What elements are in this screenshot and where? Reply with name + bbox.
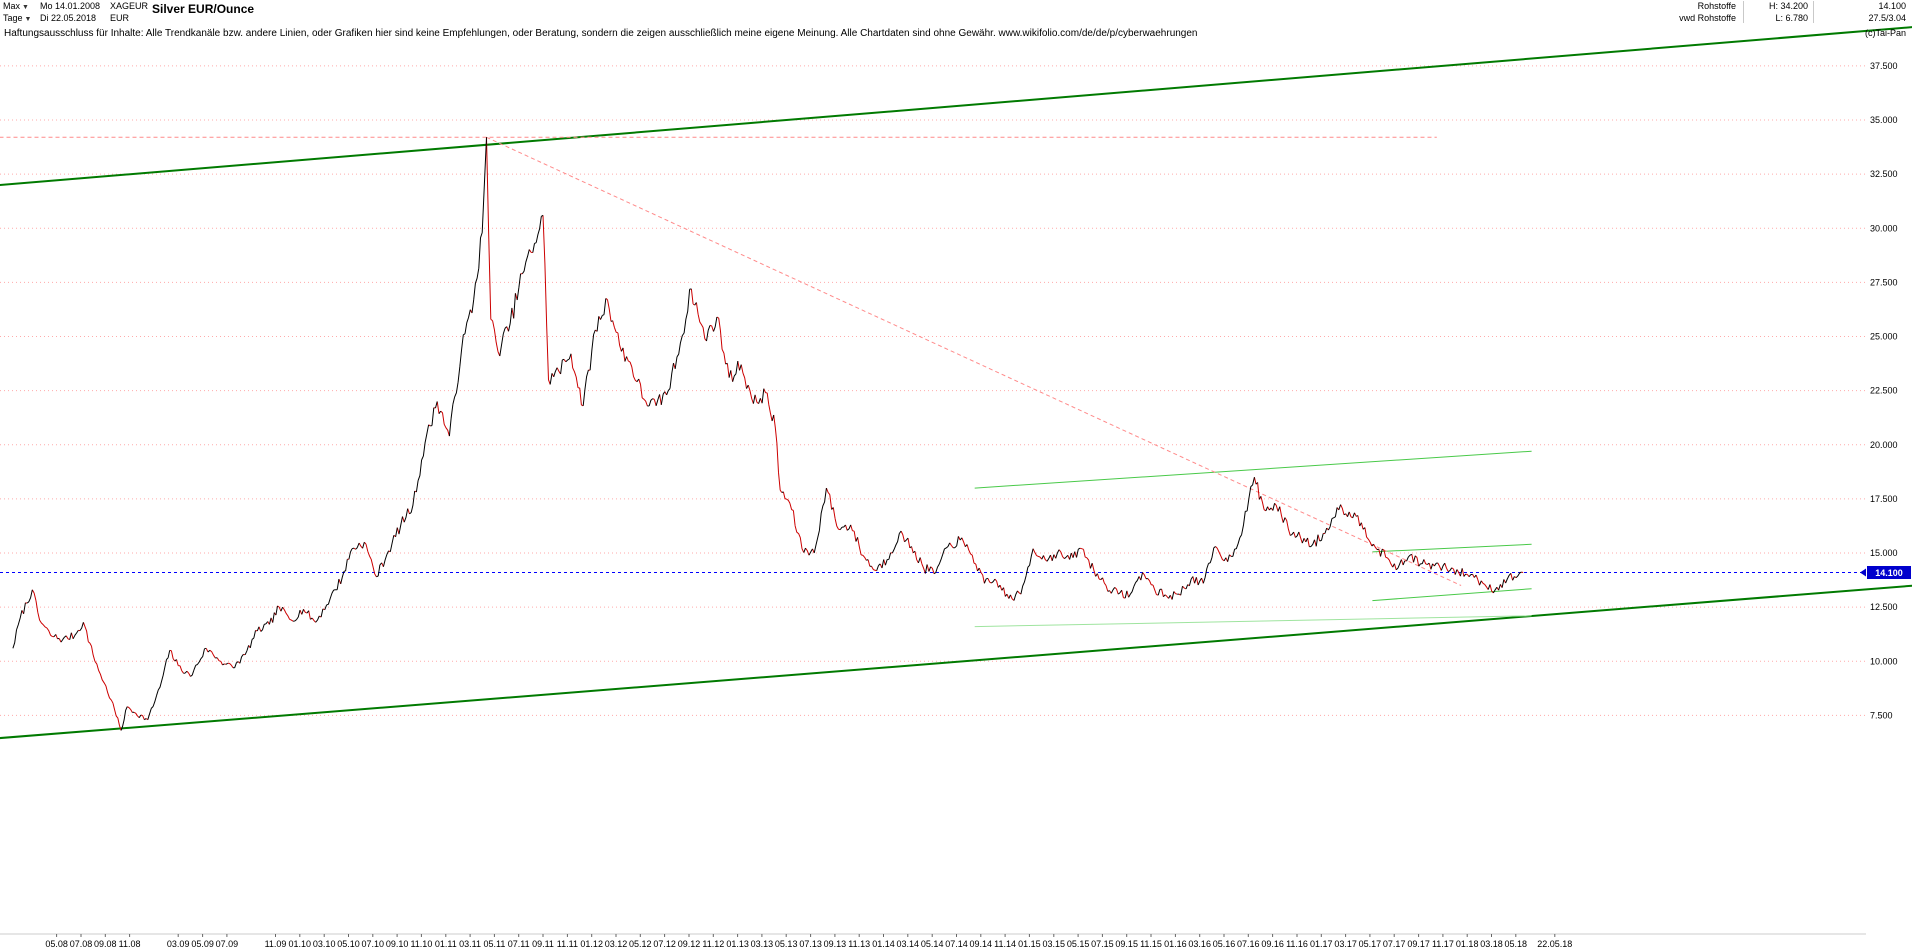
date-axis-label: 01.13 [726, 939, 749, 949]
date-axis-label: 05.15 [1067, 939, 1090, 949]
price-axis-label: 35.000 [1870, 115, 1898, 125]
downtrend-line [486, 136, 1462, 586]
date-axis-label: 11.11 [557, 939, 578, 949]
date-axis-label: 05.09 [191, 939, 214, 949]
date-axis-label: 03.15 [1043, 939, 1066, 949]
date-axis-label: 07.09 [216, 939, 239, 949]
current-price-box [1867, 566, 1911, 579]
date-axis-label: 05.18 [1505, 939, 1528, 949]
price-axis-label: 27.500 [1870, 277, 1898, 287]
date-axis-label: 05.10 [337, 939, 360, 949]
date-axis-label: 11.12 [702, 939, 724, 949]
date-axis-label: 07.15 [1091, 939, 1114, 949]
date-axis-label: 09.16 [1261, 939, 1284, 949]
date-axis-label: 01.17 [1310, 939, 1333, 949]
trend-line-mid-trend-upper [974, 450, 1532, 489]
date-axis-label: 01.16 [1164, 939, 1187, 949]
price-axis-label: 30.000 [1870, 223, 1898, 233]
date-axis-label: 09.11 [532, 939, 554, 949]
price-axis-label: 15.000 [1870, 548, 1898, 558]
date-axis-label: 11.16 [1286, 939, 1308, 949]
date-axis-label: 03.11 [459, 939, 481, 949]
price-axis-label: 25.000 [1870, 332, 1898, 342]
date-axis-label: 09.08 [94, 939, 117, 949]
trend-line-wedge-upper [1372, 543, 1532, 553]
price-series-up [12, 137, 1522, 731]
date-axis-label: 07.12 [653, 939, 676, 949]
price-axis-label: 10.000 [1870, 656, 1898, 666]
price-series-down [21, 137, 1524, 731]
date-axis-label: 09.17 [1407, 939, 1430, 949]
date-axis-label: 09.10 [386, 939, 409, 949]
date-axis-label: 01.14 [872, 939, 895, 949]
date-axis-label: 03.13 [751, 939, 774, 949]
date-axis-label: 09.12 [678, 939, 701, 949]
date-axis-label: 03.14 [897, 939, 920, 949]
date-axis-label: 01.15 [1018, 939, 1041, 949]
date-axis-label: 03.18 [1480, 939, 1503, 949]
current-price-box-label: 14.100 [1875, 568, 1903, 578]
date-axis-label: 07.11 [508, 939, 530, 949]
date-axis-label: 11.14 [994, 939, 1016, 949]
date-axis-label: 03.10 [313, 939, 336, 949]
date-axis-label: 05.17 [1359, 939, 1382, 949]
date-axis-label: 01.11 [435, 939, 457, 949]
date-axis-label: 01.12 [580, 939, 603, 949]
date-axis-label: 11.13 [848, 939, 870, 949]
date-axis-label: 11.10 [410, 939, 432, 949]
date-axis-label: 07.08 [70, 939, 93, 949]
dropdown-arrow-icon: ▼ [24, 16, 32, 23]
date-axis-label: 11.09 [265, 939, 287, 949]
price-axis-label: 7.500 [1870, 710, 1893, 720]
trend-line-upper-channel [0, 26, 1912, 186]
price-axis-label: 20.000 [1870, 440, 1898, 450]
date-axis-label: 11.15 [1140, 939, 1162, 949]
date-axis-label: 05.11 [483, 939, 505, 949]
date-axis-label: 05.14 [921, 939, 944, 949]
date-axis-label: 11.08 [119, 939, 141, 949]
price-axis-label: 32.500 [1870, 169, 1898, 179]
date-axis-label: 07.17 [1383, 939, 1406, 949]
date-axis-label: 07.10 [362, 939, 385, 949]
price-axis-label: 12.500 [1870, 602, 1898, 612]
end-date-field[interactable]: Di 22.05.2018 [40, 13, 97, 23]
date-axis-label: 05.16 [1213, 939, 1236, 949]
date-axis-label: 09.13 [824, 939, 847, 949]
date-axis-label: 11.17 [1432, 939, 1454, 949]
trend-line-wedge-lower [1372, 588, 1532, 602]
date-axis-label: 05.12 [629, 939, 652, 949]
start-date-field[interactable]: Mo 14.01.2008 [40, 1, 101, 11]
date-axis-label: 03.16 [1188, 939, 1211, 949]
period-selector[interactable]: Tage ▼ [3, 13, 32, 23]
date-axis-label: 05.13 [775, 939, 798, 949]
date-axis-label: 09.15 [1115, 939, 1138, 949]
date-axis-label: 07.13 [799, 939, 822, 949]
current-price-arrow [1860, 568, 1866, 577]
date-axis-label: 05.08 [45, 939, 68, 949]
date-axis-label: 01.10 [289, 939, 312, 949]
trend-line-lower-channel [0, 584, 1912, 740]
price-axis-label: 22.500 [1870, 386, 1898, 396]
dropdown-arrow-icon: ▼ [22, 4, 29, 11]
date-axis-label: 03.09 [167, 939, 190, 949]
price-axis-label: 37.500 [1870, 61, 1898, 71]
date-axis-label: 03.17 [1334, 939, 1357, 949]
range-selector[interactable]: Max ▼ [3, 1, 29, 11]
date-axis-label: 01.18 [1456, 939, 1479, 949]
date-axis-label: 07.14 [945, 939, 968, 949]
date-axis-label: 07.16 [1237, 939, 1260, 949]
trend-line-mid-trend-lower [974, 615, 1532, 628]
date-axis-label: 03.12 [605, 939, 628, 949]
price-axis-label: 17.500 [1870, 494, 1898, 504]
date-axis-label: 22.05.18 [1537, 939, 1572, 949]
date-axis-label: 09.14 [970, 939, 993, 949]
